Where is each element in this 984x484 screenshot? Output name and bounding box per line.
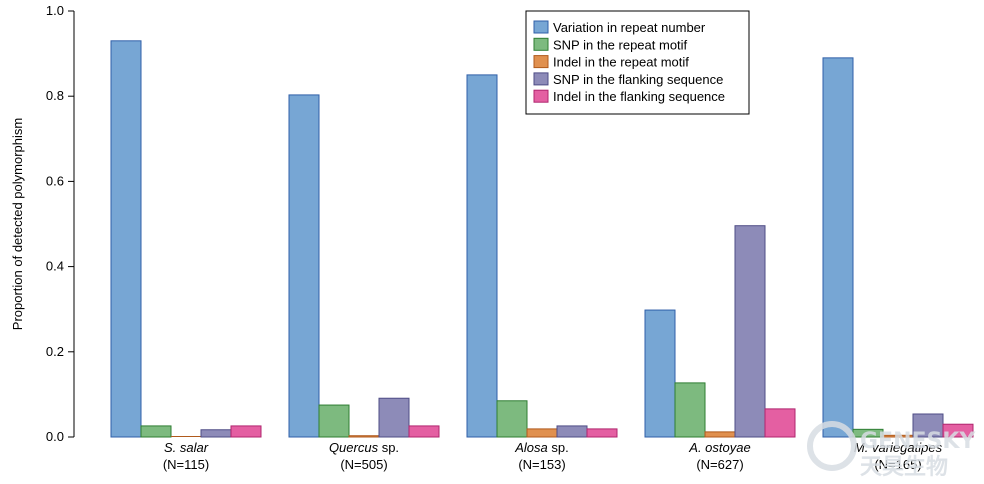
legend-label-3: Indel in the repeat motif: [553, 55, 689, 70]
bar-3-2: [348, 435, 380, 438]
category-label: S. salar: [164, 440, 209, 455]
category-name: S. salar: [164, 440, 209, 455]
bar-2-4: [674, 382, 706, 438]
bar-3-4: [704, 431, 736, 438]
legend-swatch-3: [533, 55, 549, 69]
category-n-label: (N=165): [874, 457, 921, 472]
y-tick-label: 0.0: [46, 429, 64, 444]
category-name: Alosa: [514, 440, 548, 455]
bar-5-2: [408, 425, 440, 438]
legend-swatch-4: [533, 72, 549, 86]
watermark-text: GENESKY: [860, 429, 976, 454]
bars-group: [110, 40, 974, 438]
bar-4-2: [378, 397, 410, 438]
y-tick-label: 0.8: [46, 88, 64, 103]
legend-swatch-5: [533, 89, 549, 103]
bar-1-5: [822, 57, 854, 438]
bar-2-2: [318, 404, 350, 438]
bar-1-2: [288, 94, 320, 438]
category-name: Quercus: [329, 440, 379, 455]
legend-label-4: SNP in the flanking sequence: [553, 72, 723, 87]
y-tick-label: 0.4: [46, 259, 64, 274]
y-tick-label: 0.6: [46, 173, 64, 188]
legend-label-2: SNP in the repeat motif: [553, 37, 688, 52]
bar-4-1: [200, 429, 232, 438]
bar-1-1: [110, 40, 142, 438]
bar-3-3: [526, 428, 558, 438]
bar-1-3: [466, 74, 498, 438]
category-n-label: (N=505): [340, 457, 387, 472]
y-tick-label: 1.0: [46, 3, 64, 18]
bar-4-3: [556, 425, 588, 438]
y-axis: 0.0 0.2 0.4 0.6 0.8 1.0: [46, 3, 75, 444]
legend: Variation in repeat number SNP in the rep…: [525, 10, 750, 115]
legend-swatch-1: [533, 20, 549, 34]
watermark-logo: GENESKY 天昊生物: [807, 421, 976, 480]
category-n-label: (N=153): [518, 457, 565, 472]
bar-2-3: [496, 400, 528, 438]
bar-5-1: [230, 425, 262, 438]
category-label: A. ostoyae: [688, 440, 750, 455]
category-label: Alosa sp.: [514, 440, 569, 455]
legend-box: [525, 10, 750, 115]
category-label: Quercus sp.: [329, 440, 399, 455]
category-suffix: sp.: [378, 440, 399, 455]
bar-4-4: [734, 225, 766, 438]
x-axis-labels: S. salar (N=115) Quercus sp. (N=505) Alosa s…: [163, 440, 943, 472]
y-tick-label: 0.2: [46, 344, 64, 359]
category-n-label: (N=627): [696, 457, 743, 472]
bar-5-4: [764, 408, 796, 438]
legend-label-5: Indel in the flanking sequence: [553, 89, 725, 104]
bar-1-4: [644, 309, 676, 438]
bar-5-5: [942, 423, 974, 438]
legend-swatch-2: [533, 37, 549, 51]
category-name: M. variegatipes: [854, 440, 943, 455]
watermark-text-2: 天昊生物: [860, 454, 948, 480]
category-suffix: sp.: [548, 440, 569, 455]
category-label: M. variegatipes: [854, 440, 943, 455]
category-name: A. ostoyae: [688, 440, 750, 455]
bar-5-3: [586, 428, 618, 438]
y-axis-label: Proportion of detected polymorphism: [10, 118, 25, 330]
category-n-label: (N=115): [163, 457, 209, 472]
bar-2-1: [140, 425, 172, 438]
legend-label-1: Variation in repeat number: [553, 20, 706, 35]
